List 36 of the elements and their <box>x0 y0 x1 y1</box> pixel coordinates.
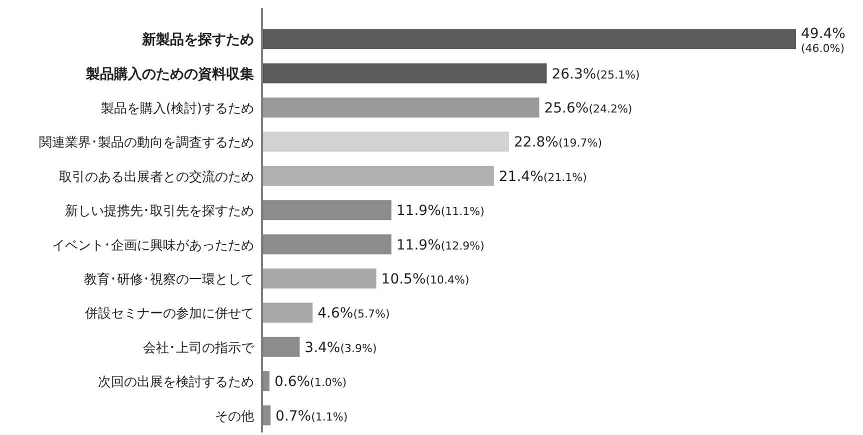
y-tick-label: 製品購入のための資料収集 <box>85 66 254 82</box>
bar <box>263 234 392 254</box>
bar <box>263 166 494 186</box>
bar <box>263 98 540 118</box>
data-label: 11.9%(11.1%) <box>396 203 484 220</box>
data-label: 25.6%(24.2%) <box>544 100 632 116</box>
y-tick-label: その他 <box>215 409 254 424</box>
y-tick-label: 併設セミナーの参加に併せて <box>84 306 254 322</box>
y-tick-label: 取引のある出展者との交流のため <box>59 168 254 185</box>
y-tick-label: 新製品を探すため <box>141 31 254 48</box>
y-tick-label: イベント･企画に興味があったため <box>52 238 254 254</box>
y-tick-label: 教育･研修･視察の一環として <box>84 272 254 288</box>
y-tick-label: 関連業界･製品の動向を調査するため <box>39 136 254 151</box>
bar <box>263 336 300 357</box>
y-tick-label: 次回の出展を検討するため <box>98 375 254 390</box>
data-label: 22.8%(19.7%) <box>514 134 602 151</box>
bar <box>263 405 271 426</box>
bar <box>263 29 796 50</box>
bar <box>263 371 270 392</box>
data-label: 4.6%(5.7%) <box>318 306 390 322</box>
data-label: 49.4%(46.0%) <box>801 26 846 56</box>
bar <box>263 200 392 220</box>
y-tick-label: 製品を購入(検討)するため <box>100 102 254 116</box>
data-label: 0.7%(1.1%) <box>276 408 348 424</box>
bar <box>263 302 313 323</box>
data-label: 0.6%(1.0%) <box>274 374 347 390</box>
data-label: 21.4%(21.1%) <box>498 168 587 185</box>
bar <box>263 268 376 288</box>
data-label: 10.5%(10.4%) <box>381 272 470 288</box>
bar <box>263 63 547 84</box>
data-label: 11.9%(12.9%) <box>396 237 484 254</box>
data-label: 3.4%(3.9%) <box>304 340 377 356</box>
data-label: 26.3%(25.1%) <box>552 66 640 82</box>
y-tick-label: 会社･上司の指示で <box>143 340 255 356</box>
y-tick-label: 新しい提携先･取引先を探すため <box>65 204 254 220</box>
bar <box>263 132 509 152</box>
